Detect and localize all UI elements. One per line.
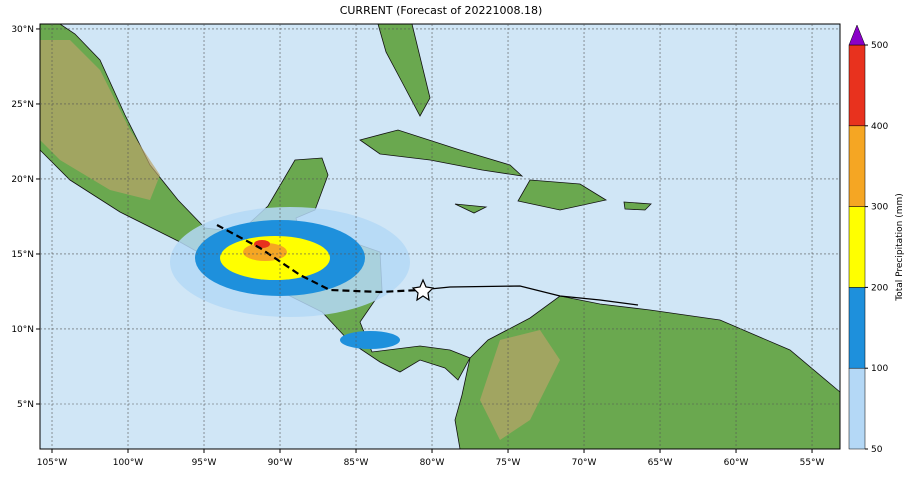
colorbar-tick-label: 200: [871, 283, 888, 293]
y-tick-label: 20°N: [11, 175, 34, 185]
puerto-rico: [623, 201, 652, 211]
x-tick-label: 60°W: [724, 458, 749, 468]
x-tick-label: 75°W: [496, 458, 521, 468]
colorbar-label: Total Precipitation (mm): [895, 193, 905, 302]
storm-position: [411, 278, 435, 302]
x-tick-label: 95°W: [192, 458, 217, 468]
colorbar-tick-label: 400: [871, 122, 888, 132]
cuba: [359, 129, 524, 177]
y-tick-label: 10°N: [11, 325, 34, 335]
colorbar-tick-label: 500: [871, 41, 888, 51]
colorbar-segment: [848, 367, 866, 450]
colorbar-tick-label: 100: [871, 364, 888, 374]
x-tick-label: 100°W: [113, 458, 144, 468]
y-tick-label: 15°N: [11, 250, 34, 260]
colorbar-segment: [848, 125, 866, 207]
colorbar-extend: [848, 24, 866, 46]
mexico-highlands: [40, 40, 160, 200]
x-tick-label: 90°W: [268, 458, 293, 468]
y-tick-label: 5°N: [17, 400, 34, 410]
map-frame: [39, 23, 841, 450]
andes: [480, 330, 560, 440]
y-tick-label: 30°N: [11, 25, 34, 35]
map-title: CURRENT (Forecast of 20221008.18): [340, 4, 543, 17]
colorbar-segment: [848, 206, 866, 288]
precip-area: [340, 331, 400, 349]
x-tick-label: 65°W: [648, 458, 673, 468]
colorbar-tick-label: 300: [871, 203, 888, 213]
x-tick-label: 70°W: [572, 458, 597, 468]
precipitation: [170, 207, 410, 349]
x-tick-label: 85°W: [344, 458, 369, 468]
track-past: [419, 285, 639, 306]
y-tick-label: 25°N: [11, 100, 34, 110]
colorbar-segment: [848, 44, 866, 127]
colorbar-tick-label: 50: [871, 445, 883, 455]
hispaniola: [517, 179, 608, 211]
jamaica: [454, 203, 488, 214]
south-america: [454, 295, 841, 450]
x-tick-label: 105°W: [37, 458, 68, 468]
x-tick-label: 55°W: [800, 458, 825, 468]
x-tick-label: 80°W: [420, 458, 445, 468]
colorbar-segment: [848, 287, 866, 369]
track-forecast: [216, 224, 421, 294]
